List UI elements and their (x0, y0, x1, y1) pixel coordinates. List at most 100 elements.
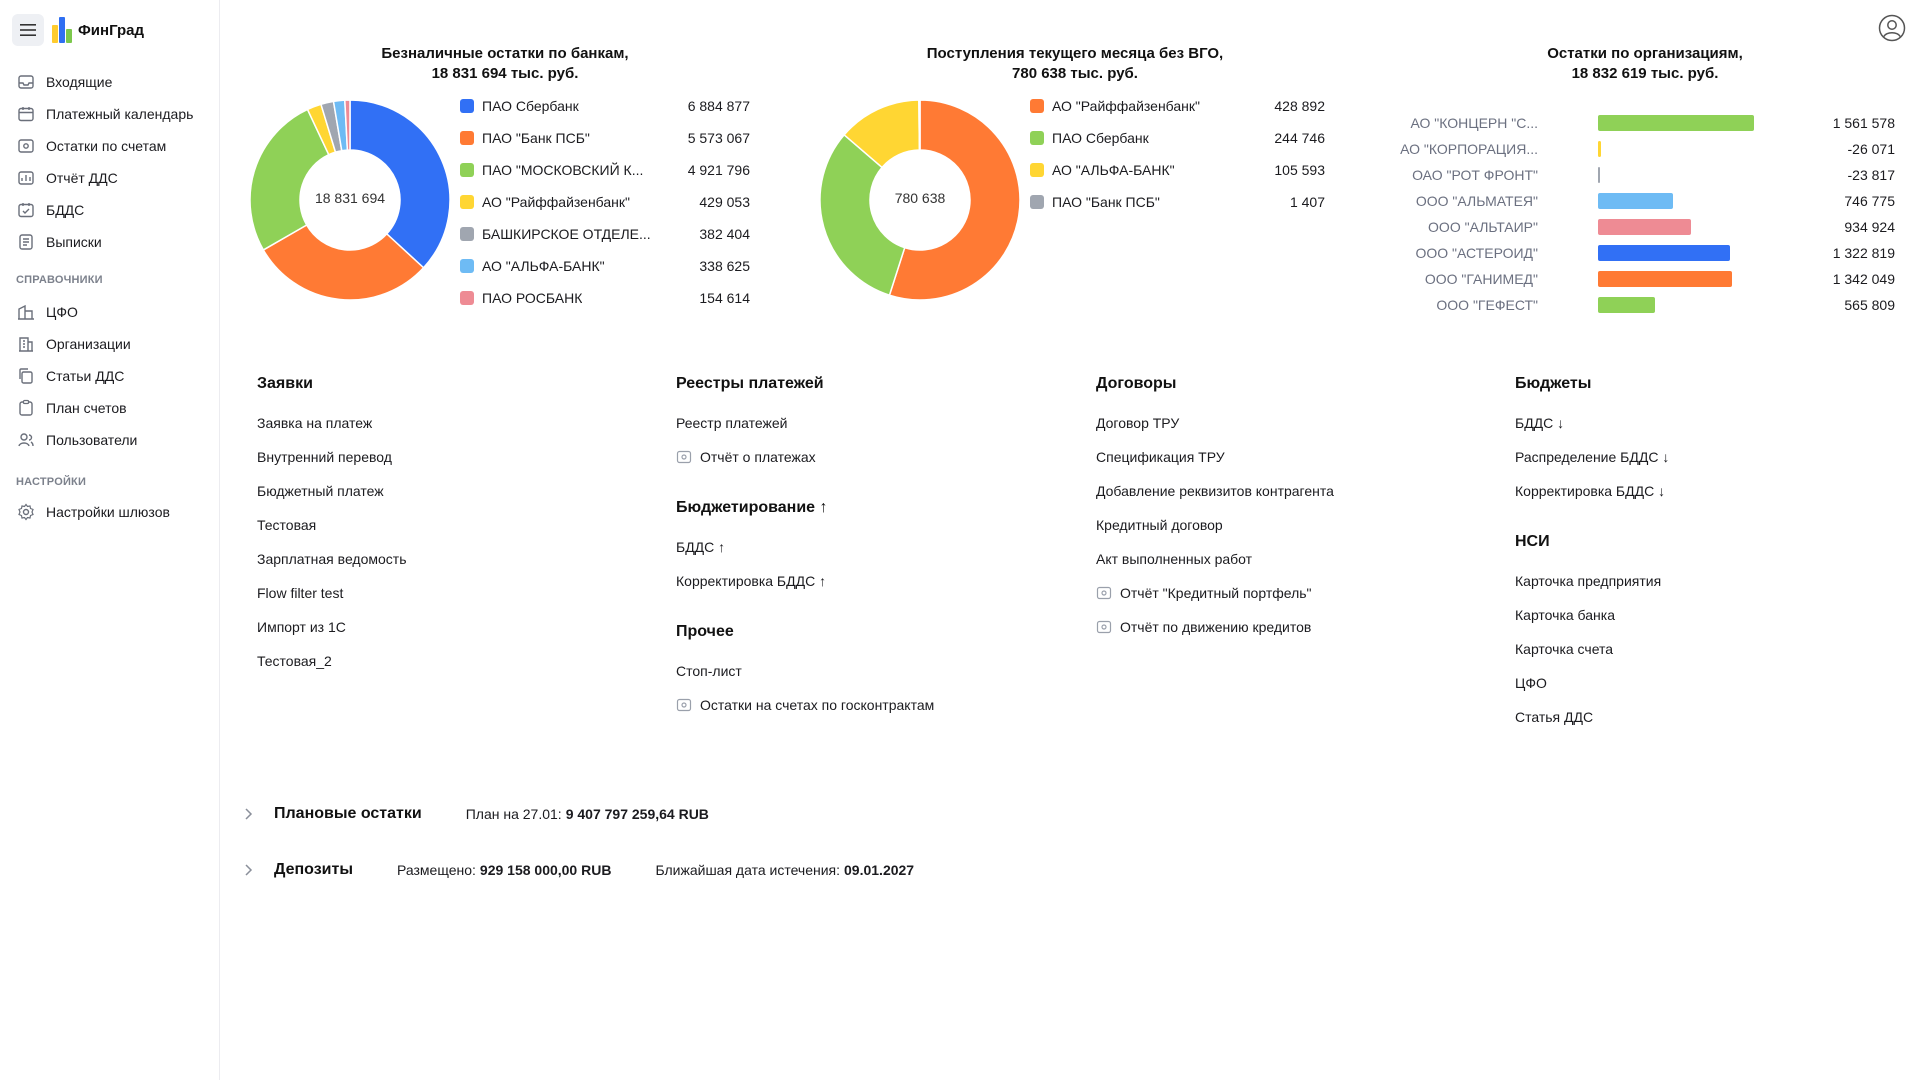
sidebar-item[interactable]: Остатки по счетам (0, 130, 220, 162)
legend-item[interactable]: ПАО "МОСКОВСКИЙ К... 4 921 796 (460, 154, 750, 186)
nav-link[interactable]: Тестовая (257, 508, 657, 542)
org-row[interactable]: ОАО "РОТ ФРОНТ" -23 817 (1390, 162, 1895, 188)
org-value: 746 775 (1844, 193, 1895, 209)
link-label: Внутренний перевод (257, 449, 392, 465)
chart-orgs-bars: АО "КОНЦЕРН "С... 1 561 578 АО "КОРПОРАЦИЯ… (1390, 110, 1895, 318)
org-row[interactable]: ООО "АСТЕРОИД" 1 322 819 (1390, 240, 1895, 266)
legend-item[interactable]: ПАО "Банк ПСБ" 1 407 (1030, 186, 1325, 218)
nav-link[interactable]: Спецификация ТРУ (1096, 440, 1496, 474)
org-bar-track (1598, 245, 1778, 261)
nav-link[interactable]: Добавление реквизитов контрагента (1096, 474, 1496, 508)
org-row[interactable]: АО "КОРПОРАЦИЯ... -26 071 (1390, 136, 1895, 162)
chart-banks-center-value: 18 831 694 (314, 190, 386, 206)
nav-link[interactable]: Заявка на платеж (257, 406, 657, 440)
section-budgets: Бюджеты БДДС ↓ Распределение БДДС ↓ Коррект… (1515, 372, 1895, 734)
legend-item[interactable]: АО "АЛЬФА-БАНК" 338 625 (460, 250, 750, 282)
plan-balances-title[interactable]: Плановые остатки (274, 805, 422, 822)
nav-link[interactable]: БДДС ↓ (1515, 406, 1895, 440)
nav-link[interactable]: БДДС ↑ (676, 530, 1076, 564)
nav-link[interactable]: Корректировка БДДС ↓ (1515, 474, 1895, 508)
link-label: ЦФО (1515, 675, 1547, 691)
user-profile-button[interactable] (1878, 14, 1906, 42)
sidebar-item[interactable]: Статьи ДДС (0, 360, 220, 392)
chart-income-legend: АО "Райффайзенбанк" 428 892 ПАО Сбербанк 24… (1030, 90, 1325, 218)
report-link[interactable]: Остатки на счетах по госконтрактам (676, 688, 1076, 722)
nav-link[interactable]: Статья ДДС (1515, 700, 1895, 734)
nav-link[interactable]: Карточка предприятия (1515, 564, 1895, 598)
donut-slice[interactable] (918, 100, 921, 151)
legend-item[interactable]: ПАО Сбербанк 6 884 877 (460, 90, 750, 122)
nav-link[interactable]: Акт выполненных работ (1096, 542, 1496, 576)
report-link[interactable]: Отчёт по движению кредитов (1096, 610, 1496, 644)
nav-link[interactable]: Распределение БДДС ↓ (1515, 440, 1895, 474)
link-label: Добавление реквизитов контрагента (1096, 483, 1334, 499)
legend-value: 244 746 (1274, 130, 1325, 146)
org-row[interactable]: ООО "ГАНИМЕД" 1 342 049 (1390, 266, 1895, 292)
section-requests: Заявки Заявка на платеж Внутренний перевод… (257, 372, 657, 678)
legend-item[interactable]: ПАО "Банк ПСБ" 5 573 067 (460, 122, 750, 154)
nav-link[interactable]: Внутренний перевод (257, 440, 657, 474)
sidebar-item[interactable]: Входящие (0, 66, 220, 98)
sidebar-item[interactable]: План счетов (0, 392, 220, 424)
org-row[interactable]: ООО "АЛЬМАТЕЯ" 746 775 (1390, 188, 1895, 214)
legend-item[interactable]: АО "АЛЬФА-БАНК" 105 593 (1030, 154, 1325, 186)
nav-link[interactable]: Стоп-лист (676, 654, 1076, 688)
donut-slice[interactable] (262, 223, 425, 300)
donut-slice[interactable] (820, 133, 906, 297)
donut-slice[interactable] (250, 108, 330, 251)
nav-link[interactable]: Карточка счета (1515, 632, 1895, 666)
nav-link[interactable]: Договор ТРУ (1096, 406, 1496, 440)
report-link[interactable]: Отчёт "Кредитный портфель" (1096, 576, 1496, 610)
donut-slice[interactable] (349, 100, 450, 269)
nav-link[interactable]: Flow filter test (257, 576, 657, 610)
nav-link[interactable]: Реестр платежей (676, 406, 1076, 440)
sidebar-item[interactable]: Пользователи (0, 424, 220, 456)
link-label: БДДС ↓ (1515, 415, 1565, 431)
legend-item[interactable]: БАШКИРСКОЕ ОТДЕЛЕ... 382 404 (460, 218, 750, 250)
sidebar-item[interactable]: Организации (0, 328, 220, 360)
legend-item[interactable]: АО "Райффайзенбанк" 429 053 (460, 186, 750, 218)
menu-toggle-button[interactable] (12, 14, 44, 46)
legend-swatch (1030, 131, 1044, 145)
chart-banks-title-line2: 18 831 694 тыс. руб. (431, 65, 579, 82)
org-row[interactable]: ООО "ГЕФЕСТ" 565 809 (1390, 292, 1895, 318)
section-heading: Бюджеты (1515, 375, 1592, 392)
sidebar-item[interactable]: Платежный календарь (0, 98, 220, 130)
chevron-right-icon[interactable] (240, 806, 256, 822)
sidebar-item[interactable]: Настройки шлюзов (0, 496, 220, 528)
nav-link[interactable]: Кредитный договор (1096, 508, 1496, 542)
nav-link[interactable]: Импорт из 1С (257, 610, 657, 644)
legend-label: АО "АЛЬФА-БАНК" (482, 258, 605, 274)
sidebar-item[interactable]: Отчёт ДДС (0, 162, 220, 194)
link-label: Бюджетный платеж (257, 483, 384, 499)
deposits-title[interactable]: Депозиты (274, 861, 354, 878)
link-label: Тестовая_2 (257, 653, 332, 669)
sidebar-item[interactable]: ЦФО (0, 296, 220, 328)
donut-slice[interactable] (888, 100, 1020, 300)
sidebar-item-label: Отчёт ДДС (46, 170, 118, 186)
buildings-icon (16, 302, 36, 322)
nav-link[interactable]: Зарплатная ведомость (257, 542, 657, 576)
link-label: Отчёт о платежах (700, 449, 816, 465)
nav-link[interactable]: Корректировка БДДС ↑ (676, 564, 1076, 598)
org-row[interactable]: АО "КОНЦЕРН "С... 1 561 578 (1390, 110, 1895, 136)
sidebar-item-label: БДДС (46, 202, 85, 218)
plan-balances-row: Плановые остатки План на 27.01: 9 407 79… (240, 800, 709, 828)
sidebar-item[interactable]: Выписки (0, 226, 220, 258)
report-link[interactable]: Отчёт о платежах (676, 440, 1076, 474)
org-row[interactable]: ООО "АЛЬТАИР" 934 924 (1390, 214, 1895, 240)
legend-item[interactable]: АО "Райффайзенбанк" 428 892 (1030, 90, 1325, 122)
nav-link[interactable]: ЦФО (1515, 666, 1895, 700)
sidebar-item[interactable]: БДДС (0, 194, 220, 226)
chevron-right-icon[interactable] (240, 862, 256, 878)
legend-swatch (1030, 195, 1044, 209)
calendar-icon (16, 104, 36, 124)
legend-label: БАШКИРСКОЕ ОТДЕЛЕ... (482, 226, 651, 242)
nav-link[interactable]: Бюджетный платеж (257, 474, 657, 508)
nav-link[interactable]: Тестовая_2 (257, 644, 657, 678)
nav-link[interactable]: Карточка банка (1515, 598, 1895, 632)
donut-slice[interactable] (344, 100, 351, 151)
logo[interactable]: ФинГрад (52, 17, 144, 43)
legend-item[interactable]: ПАО Сбербанк 244 746 (1030, 122, 1325, 154)
legend-item[interactable]: ПАО РОСБАНК 154 614 (460, 282, 750, 314)
